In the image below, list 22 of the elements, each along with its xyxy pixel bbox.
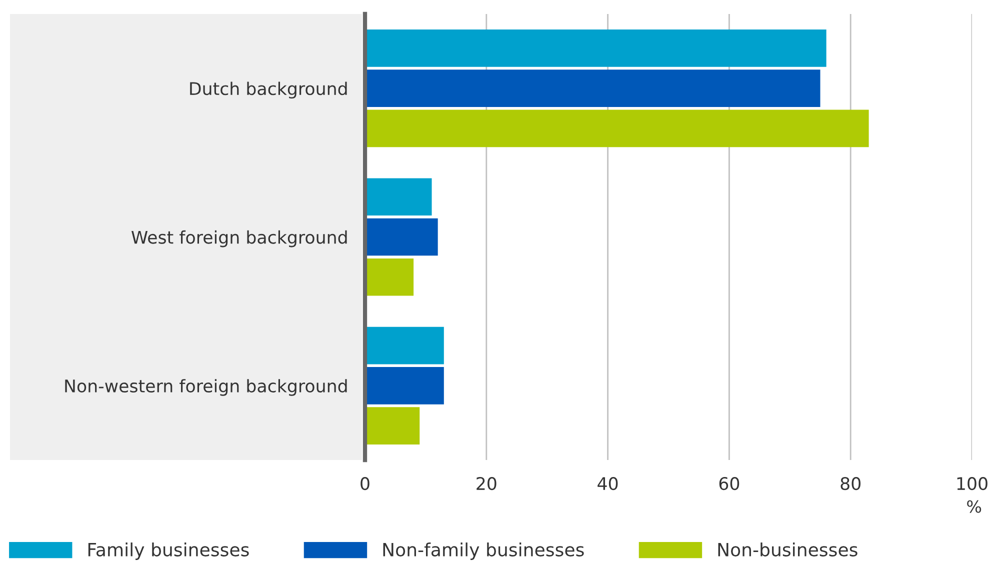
y-tick-label: Dutch background xyxy=(190,82,347,99)
x-tick-label: 0 xyxy=(360,476,370,490)
legend-label: Family businesses xyxy=(88,542,249,560)
bar xyxy=(365,218,438,256)
bar xyxy=(365,407,420,444)
bar xyxy=(365,70,820,107)
bar xyxy=(365,258,414,296)
legend-label: Non-family businesses xyxy=(383,542,584,560)
bar xyxy=(365,30,826,67)
x-tick-label: 80 xyxy=(840,476,860,490)
bar xyxy=(365,110,869,148)
bar xyxy=(365,367,444,404)
bar xyxy=(365,178,432,216)
x-tick-label: 40 xyxy=(598,476,618,490)
y-tick-label: Non-western foreign background xyxy=(65,379,347,396)
legend-label: Non-businesses xyxy=(718,542,858,556)
x-axis-title: % xyxy=(967,500,982,513)
x-tick-label: 100 xyxy=(957,476,988,490)
y-tick-label: West foreign background xyxy=(132,230,347,248)
x-tick-label: 60 xyxy=(719,476,740,490)
bar xyxy=(365,326,444,364)
x-tick-label: 20 xyxy=(476,476,496,490)
